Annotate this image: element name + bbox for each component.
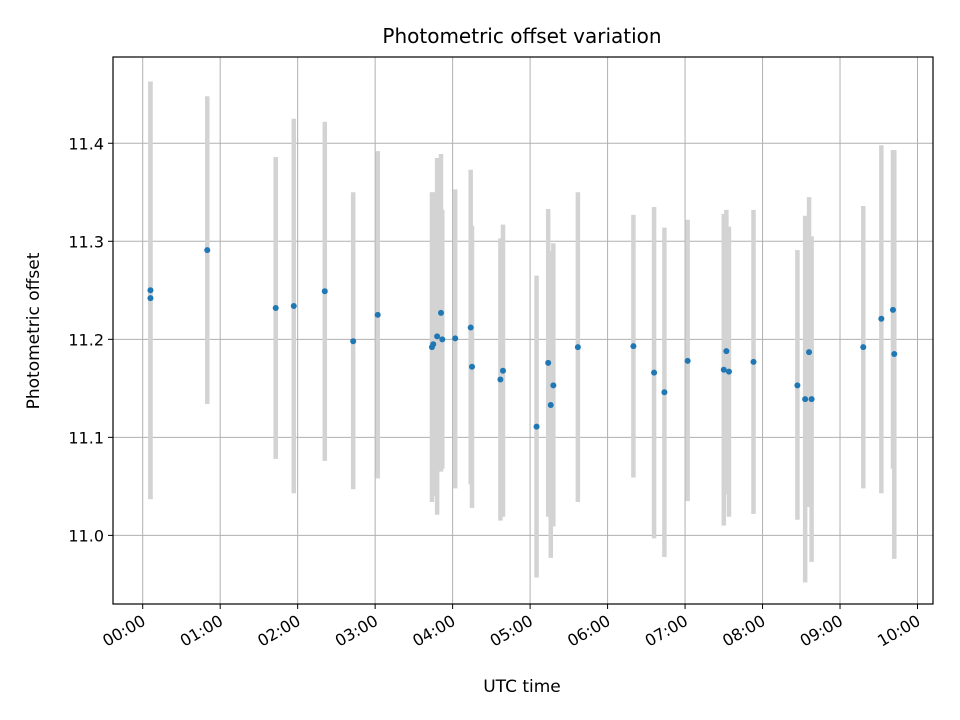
data-point	[430, 341, 437, 348]
data-point	[661, 389, 668, 396]
data-point	[684, 357, 691, 364]
y-tick-label: 11.1	[68, 428, 104, 447]
x-axis-title: UTC time	[483, 677, 561, 697]
data-point	[452, 335, 459, 342]
data-point	[272, 304, 279, 311]
data-point	[468, 363, 475, 370]
data-point	[439, 336, 446, 343]
data-point	[497, 376, 504, 383]
y-tick-label: 11.0	[68, 526, 104, 545]
chart-title: Photometric offset variation	[382, 24, 661, 48]
data-point	[878, 315, 885, 322]
data-point	[720, 366, 727, 373]
data-point	[533, 423, 540, 430]
data-point	[889, 306, 896, 313]
data-point	[438, 309, 444, 316]
data-point	[860, 344, 867, 351]
data-point	[550, 382, 557, 389]
y-axis: 11.0 11.1 11.2 11.3 11.4	[68, 134, 113, 545]
data-point	[204, 247, 211, 254]
data-point	[750, 358, 757, 365]
data-point	[545, 359, 552, 366]
y-tick-label: 11.4	[68, 134, 104, 153]
y-tick-label: 11.2	[68, 330, 104, 349]
data-point	[499, 367, 506, 374]
data-point	[547, 402, 554, 409]
data-point	[147, 295, 154, 302]
data-point	[374, 311, 381, 318]
data-point	[290, 302, 297, 309]
data-point	[651, 369, 658, 376]
data-point	[350, 338, 357, 345]
data-point	[630, 343, 637, 350]
data-point	[723, 348, 730, 355]
data-point	[574, 344, 581, 351]
data-point	[321, 288, 328, 295]
data-point	[467, 324, 474, 331]
data-point	[725, 368, 732, 375]
data-point	[794, 382, 801, 389]
data-point	[891, 351, 898, 358]
data-point	[808, 396, 815, 403]
data-point	[802, 396, 809, 403]
data-point	[434, 333, 441, 340]
data-point	[806, 349, 813, 356]
data-points	[147, 247, 898, 430]
data-point	[147, 287, 154, 294]
y-tick-label: 11.3	[68, 232, 104, 251]
y-axis-title: Photometric offset	[24, 252, 44, 409]
plot-frame	[112, 56, 934, 605]
